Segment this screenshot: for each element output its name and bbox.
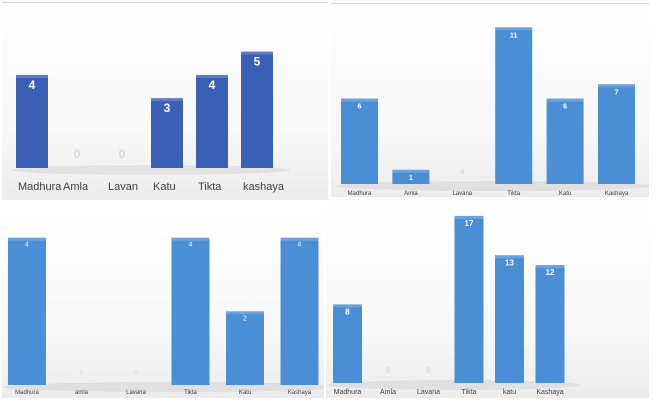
bar-highlight: [151, 98, 183, 102]
bar-katu: [495, 255, 524, 383]
x-tick-label: Amla: [380, 389, 396, 396]
bar-katu: [226, 311, 264, 385]
data-label: 4: [189, 242, 193, 249]
chart-panel-4: 8 Madhura 0 Amla 0 Lavana 17 Tikta 13 katu 12 Kasha…: [326, 200, 649, 398]
data-label: 7: [615, 89, 619, 96]
data-label: 0: [386, 366, 391, 375]
data-label: 0: [80, 370, 84, 377]
chart-panel-2: 6 Madhura 1 Amla 0 Lavana 11 Tikta 6 Katu 7 Kashaya: [331, 3, 649, 197]
x-tick-label: Madhura: [15, 390, 39, 396]
bar-highlight: [171, 237, 210, 241]
data-label: 6: [563, 104, 567, 111]
data-label: 17: [465, 219, 474, 228]
x-tick-label: kashaya: [243, 181, 285, 193]
x-tick-label: Lavan: [108, 181, 138, 193]
bar-highlight: [341, 98, 378, 102]
bar-highlight: [226, 311, 264, 315]
bar-chart-2: 6 Madhura 1 Amla 0 Lavana 11 Tikta 6 Katu 7 Kashaya: [335, 27, 649, 197]
bar-highlight: [546, 98, 584, 102]
data-label: 3: [164, 101, 171, 115]
x-tick-label: Madhura: [18, 181, 62, 193]
x-tick-label: Kashaya: [605, 191, 629, 197]
bar-madhura: [16, 74, 48, 168]
data-label: 4: [25, 242, 29, 249]
x-tick-label: Katu: [239, 390, 251, 396]
x-tick-label: Amla: [404, 191, 418, 197]
data-label: 1: [409, 175, 413, 182]
bar-kashaya: [535, 265, 565, 383]
panel-top-rule: [2, 2, 328, 3]
bar-tikta: [454, 215, 484, 383]
x-tick-label: Madhura: [348, 191, 372, 197]
bar-chart-4: 8 Madhura 0 Amla 0 Lavana 17 Tikta 13 katu 12 Kasha…: [328, 215, 581, 396]
bar-highlight: [280, 237, 319, 241]
data-label: 8: [345, 307, 350, 316]
chart-panel-1: 4 Madhura 0 Amla 0 Lavan 3 Katu 4 Tikta 5 kashaya: [2, 2, 328, 200]
data-label: 5: [254, 55, 261, 69]
bar-highlight: [241, 51, 273, 55]
bar-kashaya: [241, 51, 273, 168]
bar-highlight: [392, 169, 430, 173]
bar-highlight: [16, 74, 48, 78]
x-tick-label: Katu: [153, 181, 176, 193]
bar-highlight: [598, 84, 635, 88]
x-tick-label: Amla: [63, 181, 89, 193]
x-tick-label: Tikta: [462, 389, 477, 396]
data-label: 2: [243, 315, 247, 322]
x-tick-label: Tikta: [507, 191, 520, 197]
bar-kashaya: [598, 84, 635, 184]
bar-chart-3: 4 Madhura 0 amla 0 Lavana 4 Tikta 2 Katu 4 Kashaya: [2, 237, 324, 396]
x-tick-label: Katu: [559, 191, 571, 197]
bar-tikta: [495, 27, 533, 184]
bar-madhura: [341, 98, 378, 184]
bar-katu: [546, 98, 584, 184]
bar-tikta: [196, 74, 228, 168]
x-tick-label: Lavana: [452, 191, 472, 197]
x-tick-label: Kashaya: [288, 390, 312, 396]
bar-highlight: [495, 27, 533, 31]
data-label: 13: [505, 258, 514, 267]
data-label: 11: [510, 32, 518, 39]
bar-katu: [151, 98, 183, 168]
data-label: 0: [119, 147, 126, 161]
data-label: 6: [358, 104, 362, 111]
data-label: 0: [460, 169, 464, 176]
bar-amla: [392, 169, 430, 184]
bar-highlight: [495, 255, 524, 259]
data-label: 0: [134, 370, 138, 377]
x-tick-label: Tikta: [198, 181, 222, 193]
x-tick-label: Tikta: [184, 390, 197, 396]
bar-madhura: [333, 304, 362, 383]
chart-panel-3: 4 Madhura 0 amla 0 Lavana 4 Tikta 2 Katu 4 Kashaya: [2, 210, 324, 398]
data-label: 12: [546, 268, 555, 277]
x-tick-label: Lavana: [417, 389, 440, 396]
data-label: 4: [298, 242, 302, 249]
x-tick-label: katu: [503, 389, 516, 396]
bar-madhura: [8, 237, 46, 385]
bar-tikta: [171, 237, 210, 385]
data-label: 4: [29, 78, 36, 92]
bar-highlight: [196, 74, 228, 78]
x-tick-label: Kashaya: [536, 389, 563, 396]
bar-chart-1: 4 Madhura 0 Amla 0 Lavan 3 Katu 4 Tikta 5 kashaya: [11, 51, 291, 193]
x-tick-label: Lavana: [126, 390, 146, 396]
bar-highlight: [535, 265, 565, 269]
data-label: 0: [426, 366, 431, 375]
panel-top-rule: [331, 3, 649, 4]
bar-kashaya: [280, 237, 319, 385]
x-tick-label: Madhura: [334, 389, 362, 396]
x-tick-label: amla: [75, 390, 89, 396]
data-label: 0: [74, 147, 81, 161]
data-label: 4: [209, 78, 216, 92]
bar-highlight: [454, 215, 484, 219]
chart-floor-shadow: [2, 382, 324, 392]
bar-highlight: [8, 237, 46, 241]
bar-highlight: [333, 304, 362, 308]
